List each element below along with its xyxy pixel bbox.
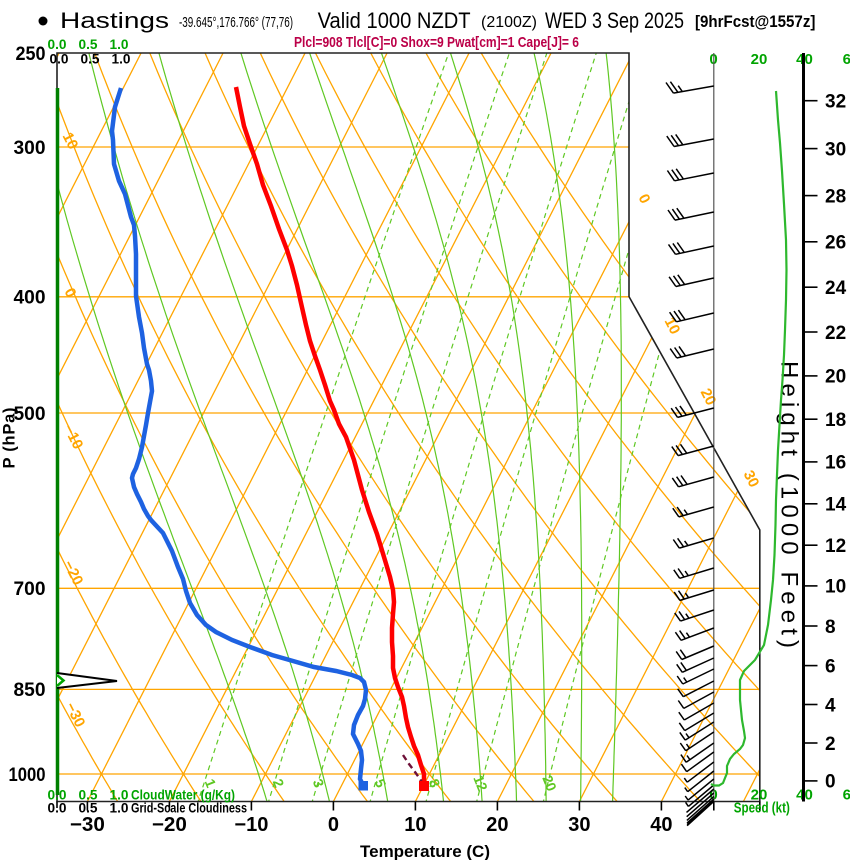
svg-text:60: 60: [843, 51, 850, 68]
svg-text:Speed (kt): Speed (kt): [734, 801, 790, 817]
svg-text:1000: 1000: [9, 765, 46, 786]
svg-text:12: 12: [470, 773, 491, 794]
svg-text:20: 20: [751, 787, 768, 804]
svg-text:20: 20: [539, 773, 560, 794]
svg-text:18: 18: [825, 410, 846, 431]
svg-text:60: 60: [843, 787, 850, 804]
svg-text:Temperature (C): Temperature (C): [360, 842, 490, 860]
svg-text:16: 16: [825, 453, 846, 474]
svg-text:0: 0: [328, 814, 339, 836]
svg-text:1.0: 1.0: [110, 788, 129, 803]
svg-text:−10: −10: [234, 814, 268, 836]
svg-text:30: 30: [740, 468, 763, 491]
svg-text:22: 22: [825, 323, 846, 344]
svg-text:0.5: 0.5: [79, 788, 98, 803]
svg-text:700: 700: [14, 579, 46, 600]
svg-text:0.5: 0.5: [79, 801, 98, 816]
svg-text:10: 10: [404, 814, 426, 836]
svg-text:500: 500: [14, 404, 46, 425]
svg-text:0.0: 0.0: [48, 788, 67, 803]
svg-text:P (hPa): P (hPa): [1, 408, 19, 469]
svg-text:-39.645°,176.766° (77,76): -39.645°,176.766° (77,76): [179, 14, 293, 31]
svg-text:1.0: 1.0: [112, 52, 131, 67]
svg-text:0.0: 0.0: [48, 801, 67, 816]
svg-text:24: 24: [825, 278, 847, 299]
svg-text:Hastings: Hastings: [60, 8, 169, 33]
svg-text:2: 2: [825, 734, 836, 755]
svg-text:40: 40: [650, 814, 672, 836]
svg-text:CloudWater (g/Kg): CloudWater (g/Kg): [131, 788, 235, 803]
svg-text:0.0: 0.0: [50, 52, 69, 67]
svg-text:Plcl=908 Tlcl[C]=0 Shox=9 Pwat: Plcl=908 Tlcl[C]=0 Shox=9 Pwat[cm]=1 Cap…: [294, 34, 579, 51]
svg-text:1.0: 1.0: [110, 37, 129, 52]
svg-text:10: 10: [59, 130, 82, 153]
svg-text:850: 850: [14, 680, 46, 701]
svg-text:400: 400: [14, 288, 46, 309]
svg-text:Grid-Scale Cloudiness: Grid-Scale Cloudiness: [131, 801, 247, 816]
svg-text:30: 30: [568, 814, 590, 836]
svg-text:[9hrFcst@1557z]: [9hrFcst@1557z]: [695, 13, 815, 31]
svg-text:0.5: 0.5: [81, 52, 100, 67]
svg-text:10: 10: [825, 577, 846, 598]
svg-text:0: 0: [825, 772, 836, 793]
svg-text:20: 20: [751, 51, 768, 68]
svg-text:10: 10: [661, 315, 684, 338]
svg-text:WED 3 Sep 2025: WED 3 Sep 2025: [545, 8, 684, 33]
svg-text:0.0: 0.0: [48, 37, 67, 52]
svg-text:14: 14: [825, 495, 847, 516]
svg-text:8: 8: [825, 617, 836, 638]
svg-text:20: 20: [825, 367, 846, 388]
svg-text:28: 28: [825, 186, 846, 207]
svg-text:6: 6: [825, 656, 836, 677]
svg-text:1.0: 1.0: [110, 801, 129, 816]
svg-text:(2100Z): (2100Z): [481, 14, 537, 31]
svg-text:300: 300: [14, 138, 46, 159]
svg-text:12: 12: [825, 536, 846, 557]
svg-text:−30: −30: [70, 814, 105, 836]
svg-text:32: 32: [825, 92, 846, 113]
svg-text:−20: −20: [152, 814, 187, 836]
svg-text:30: 30: [825, 139, 846, 160]
svg-text:4: 4: [825, 695, 836, 716]
svg-text:20: 20: [486, 814, 508, 836]
svg-text:0.5: 0.5: [79, 37, 98, 52]
svg-text:26: 26: [825, 233, 846, 254]
svg-text:Valid 1000 NZDT: Valid 1000 NZDT: [318, 8, 471, 33]
svg-text:250: 250: [16, 44, 46, 65]
